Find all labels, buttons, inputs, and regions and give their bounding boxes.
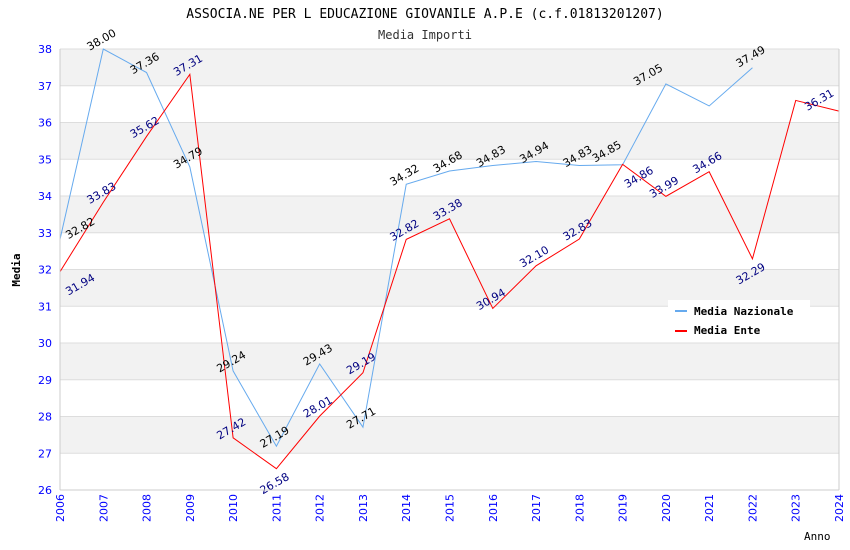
x-tick-label: 2014 bbox=[400, 494, 413, 522]
x-tick-label: 2013 bbox=[357, 494, 370, 522]
y-tick-label: 38 bbox=[38, 43, 52, 56]
legend-label-nazionale: Media Nazionale bbox=[694, 305, 794, 318]
grid-band bbox=[60, 416, 839, 454]
grid-band bbox=[60, 159, 839, 196]
series-line-nazionale bbox=[59, 48, 753, 448]
x-tick-label: 2017 bbox=[530, 494, 543, 522]
grid-band bbox=[60, 122, 839, 160]
grid-band bbox=[60, 196, 839, 233]
y-tick-label: 28 bbox=[38, 411, 52, 424]
y-tick-label: 36 bbox=[38, 117, 52, 130]
x-tick-label: 2021 bbox=[703, 494, 716, 522]
chart-subtitle: Media Importi bbox=[378, 28, 472, 42]
y-tick-label: 33 bbox=[38, 227, 52, 240]
grid-band bbox=[60, 379, 839, 417]
grid-band bbox=[60, 85, 839, 123]
y-tick-label: 32 bbox=[38, 264, 52, 277]
series-line-ente bbox=[59, 72, 840, 470]
legend-swatch-ente bbox=[675, 330, 687, 332]
x-tick-label: 2015 bbox=[444, 494, 457, 522]
x-tick-label: 2016 bbox=[487, 494, 500, 522]
x-tick-label: 2022 bbox=[746, 494, 759, 522]
x-tick-label: 2009 bbox=[184, 494, 197, 522]
x-tick-label: 2010 bbox=[227, 494, 240, 522]
y-axis-label: Media bbox=[10, 253, 23, 286]
x-tick-label: 2011 bbox=[270, 494, 283, 522]
grid-band bbox=[60, 343, 839, 380]
y-tick-label: 27 bbox=[38, 447, 52, 460]
y-tick-label: 26 bbox=[38, 484, 52, 497]
legend: Media Nazionale Media Ente bbox=[668, 300, 810, 340]
x-tick-label: 2006 bbox=[54, 494, 67, 522]
x-tick-label: 2024 bbox=[833, 494, 846, 522]
y-tick-label: 35 bbox=[38, 153, 52, 166]
x-tick-label: 2008 bbox=[141, 494, 154, 522]
legend-swatch-nazionale bbox=[675, 310, 687, 312]
y-tick-label: 29 bbox=[38, 374, 52, 387]
x-tick-label: 2018 bbox=[573, 494, 586, 522]
x-tick-label: 2019 bbox=[617, 494, 630, 522]
y-tick-label: 37 bbox=[38, 80, 52, 93]
x-tick-label: 2023 bbox=[790, 494, 803, 522]
x-tick-label: 2012 bbox=[314, 494, 327, 522]
y-tick-label: 30 bbox=[38, 337, 52, 350]
legend-label-ente: Media Ente bbox=[694, 324, 761, 337]
x-tick-label: 2020 bbox=[660, 494, 673, 522]
grid-band bbox=[60, 453, 839, 490]
x-axis-label: Anno bbox=[804, 530, 831, 543]
y-tick-label: 31 bbox=[38, 300, 52, 313]
grid-band bbox=[60, 49, 839, 86]
grid-band bbox=[60, 232, 839, 270]
chart-title: ASSOCIA.NE PER L EDUCAZIONE GIOVANILE A.… bbox=[186, 7, 663, 22]
y-tick-label: 34 bbox=[38, 190, 52, 203]
x-tick-label: 2007 bbox=[97, 494, 110, 522]
